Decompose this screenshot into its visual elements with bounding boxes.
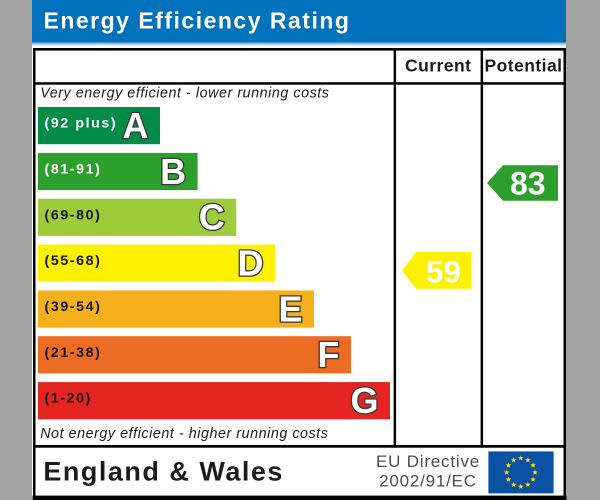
- svg-text:(39-54): (39-54): [45, 299, 102, 315]
- svg-text:(92 plus): (92 plus): [45, 116, 118, 132]
- svg-text:Energy Efficiency Rating: Energy Efficiency Rating: [44, 8, 351, 34]
- svg-text:G: G: [350, 380, 378, 421]
- svg-text:(69-80): (69-80): [45, 207, 102, 223]
- svg-text:2002/91/EC: 2002/91/EC: [379, 472, 477, 491]
- svg-text:Very energy efficient - lower: Very energy efficient - lower running co…: [40, 85, 329, 101]
- svg-text:(81-91): (81-91): [45, 162, 102, 178]
- svg-text:A: A: [123, 105, 149, 146]
- svg-text:D: D: [238, 243, 264, 284]
- svg-text:(21-38): (21-38): [45, 345, 102, 361]
- svg-text:Potential: Potential: [485, 56, 563, 76]
- svg-text:EU Directive: EU Directive: [376, 452, 480, 471]
- svg-text:C: C: [199, 197, 225, 238]
- svg-text:(1-20): (1-20): [45, 391, 92, 407]
- svg-text:59: 59: [426, 253, 461, 289]
- svg-text:83: 83: [510, 166, 546, 202]
- svg-text:(55-68): (55-68): [45, 253, 102, 269]
- svg-text:B: B: [160, 151, 186, 192]
- svg-text:England & Wales: England & Wales: [43, 456, 284, 486]
- svg-text:Current: Current: [405, 56, 471, 76]
- svg-text:E: E: [278, 288, 302, 329]
- svg-text:Not energy efficient - higher: Not energy efficient - higher running co…: [40, 426, 328, 442]
- svg-text:F: F: [318, 334, 340, 375]
